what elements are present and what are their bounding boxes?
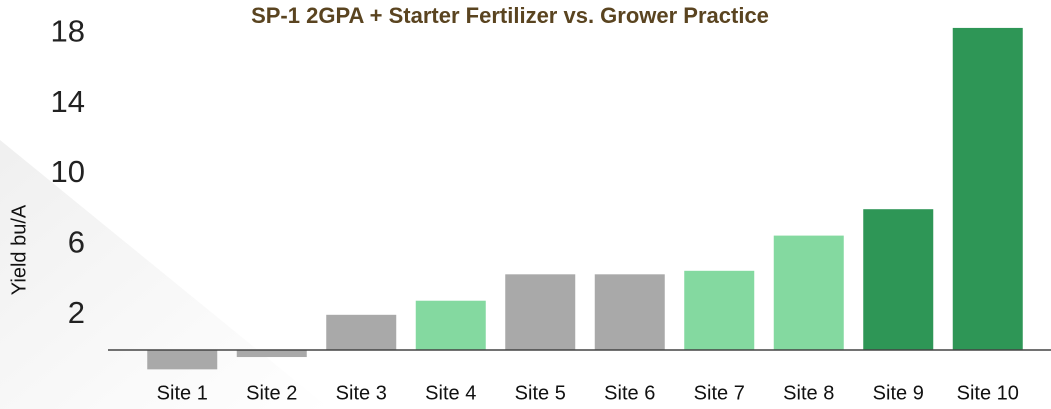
x-tick-label: Site 1	[157, 382, 208, 404]
x-tick-label: Site 6	[604, 382, 655, 404]
y-tick-label: 10	[51, 154, 85, 189]
y-axis-label: Yield bu/A	[8, 204, 30, 295]
x-tick-label: Site 8	[783, 382, 834, 404]
bar	[147, 350, 218, 370]
bar	[236, 350, 307, 358]
bar	[594, 274, 665, 350]
bar	[863, 209, 934, 350]
bar	[415, 300, 486, 350]
y-tick-label: 14	[51, 84, 85, 119]
bar	[952, 27, 1023, 350]
x-tick-label: Site 3	[336, 382, 387, 404]
y-tick-label: 6	[68, 225, 85, 260]
x-tick-label: Site 10	[957, 382, 1019, 404]
x-tick-label: Site 4	[425, 382, 476, 404]
chart-title: SP-1 2GPA + Starter Fertilizer vs. Growe…	[251, 3, 769, 28]
background-shade	[0, 140, 330, 409]
bar	[326, 314, 397, 350]
bar	[505, 274, 576, 350]
y-tick-label: 18	[51, 13, 85, 48]
x-tick-label: Site 9	[873, 382, 924, 404]
y-tick-label: 2	[68, 295, 85, 330]
bar	[773, 235, 844, 350]
x-tick-label: Site 2	[246, 382, 297, 404]
bar	[684, 270, 755, 350]
x-tick-label: Site 7	[694, 382, 745, 404]
x-tick-label: Site 5	[515, 382, 566, 404]
